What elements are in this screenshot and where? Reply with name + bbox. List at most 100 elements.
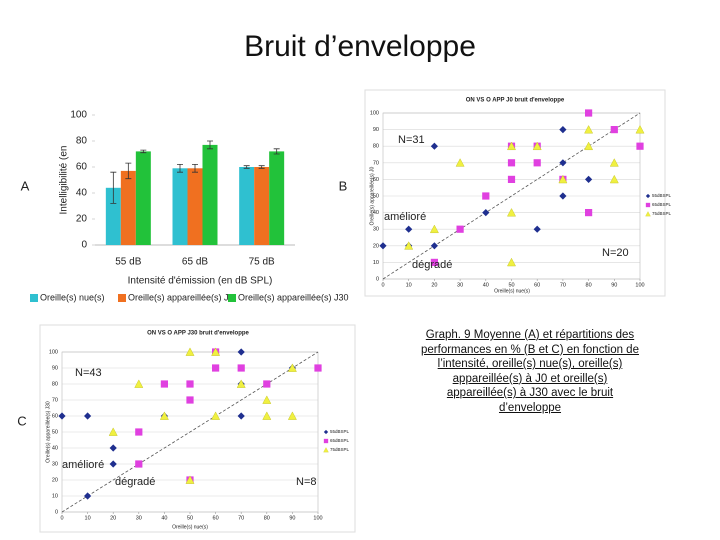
y-tick-label: 20 xyxy=(373,243,379,249)
panel-letter: B xyxy=(339,178,348,193)
error-bar xyxy=(243,165,250,169)
point xyxy=(533,225,541,233)
point xyxy=(211,347,221,356)
point xyxy=(236,379,246,388)
point xyxy=(609,158,619,167)
x-tick-label: 10 xyxy=(85,515,91,521)
y-tick-label: 40 xyxy=(52,445,58,451)
point xyxy=(263,380,271,388)
x-tick-label: 90 xyxy=(289,515,295,521)
point xyxy=(135,460,143,468)
y-tick-label: 80 xyxy=(373,144,379,150)
legend-swatch xyxy=(118,294,126,302)
y-tick-label: 10 xyxy=(373,260,379,266)
point xyxy=(559,159,567,167)
annotation: dégradé xyxy=(412,259,452,271)
y-tick-label: 80 xyxy=(76,136,88,147)
y-tick-label: 100 xyxy=(70,110,87,121)
bar xyxy=(105,187,121,245)
point xyxy=(585,175,593,183)
legend-label: 75dBSPL xyxy=(652,211,672,216)
point xyxy=(185,347,195,356)
annotation: N=31 xyxy=(398,134,425,146)
point xyxy=(533,159,541,167)
x-tick-label: 20 xyxy=(110,515,116,521)
caption: Graph. 9 Moyenne (A) et répartitions des… xyxy=(421,329,639,414)
x-tick-label: 30 xyxy=(136,515,142,521)
point xyxy=(430,258,438,266)
x-axis-label: Intensité d'émission (en dB SPL) xyxy=(128,276,273,287)
x-tick-label: 65 dB xyxy=(182,257,208,268)
x-tick-label: 10 xyxy=(406,282,412,288)
y-tick-label: 60 xyxy=(52,413,58,419)
chart-title: ON VS O APP J30 bruit d'enveloppe xyxy=(147,331,249,337)
y-tick-label: 0 xyxy=(81,240,87,251)
point xyxy=(237,348,245,356)
point xyxy=(507,159,516,167)
legend-marker xyxy=(645,211,651,217)
y-axis-label: Oreille(s) appareillée(s) J30 xyxy=(45,401,51,463)
point xyxy=(558,174,568,184)
legend-label: Oreille(s) appareillée(s) J0 xyxy=(128,292,234,302)
point xyxy=(585,209,593,217)
x-axis-label: Oreille(s) nue(s) xyxy=(494,288,530,294)
error-bar xyxy=(273,148,280,155)
legend-label: 65dBSPL xyxy=(330,438,350,443)
diagonal xyxy=(61,351,319,513)
y-tick-label: 90 xyxy=(373,127,379,133)
annotation: amélioré xyxy=(384,211,426,223)
x-tick-label: 80 xyxy=(264,515,270,521)
x-tick-label: 75 dB xyxy=(249,257,275,268)
x-axis-label: Oreille(s) nue(s) xyxy=(172,524,208,530)
error-bar xyxy=(140,149,147,154)
y-axis-label: Intelligibilité (en xyxy=(59,146,70,215)
point xyxy=(84,492,92,500)
bar xyxy=(269,151,285,245)
point xyxy=(58,412,66,420)
point xyxy=(430,142,438,150)
legend-marker xyxy=(323,438,329,444)
legend-label: Oreille(s) nue(s) xyxy=(40,292,105,302)
y-tick-label: 0 xyxy=(55,509,58,515)
x-tick-label: 40 xyxy=(483,282,489,288)
x-tick-label: 0 xyxy=(60,515,63,521)
y-tick-label: 40 xyxy=(76,188,88,199)
point xyxy=(506,207,517,217)
point xyxy=(482,209,490,217)
point xyxy=(506,257,517,267)
x-tick-label: 40 xyxy=(161,515,167,521)
point xyxy=(482,192,490,200)
point xyxy=(262,411,272,420)
point xyxy=(585,109,593,117)
y-tick-label: 70 xyxy=(52,397,58,403)
annotation: N=20 xyxy=(602,247,629,259)
point xyxy=(135,428,143,436)
error-bar xyxy=(207,140,213,150)
point xyxy=(559,192,567,200)
x-tick-label: 20 xyxy=(431,282,437,288)
point xyxy=(405,225,413,233)
point xyxy=(186,396,194,404)
x-tick-label: 50 xyxy=(187,515,193,521)
point xyxy=(635,124,645,134)
point xyxy=(84,412,92,420)
point xyxy=(287,363,297,372)
annotation: amélioré xyxy=(62,459,104,471)
legend-label: 55dBSPL xyxy=(652,193,672,198)
chart-title: ON VS O APP J0 bruit d'enveloppe xyxy=(466,98,565,104)
bar xyxy=(120,170,136,245)
point xyxy=(237,412,245,420)
legend-marker xyxy=(645,193,651,199)
point xyxy=(609,174,619,184)
point xyxy=(507,175,516,183)
x-tick-label: 50 xyxy=(508,282,514,288)
chart-frame xyxy=(39,324,356,533)
bar xyxy=(172,168,188,245)
point xyxy=(109,460,117,468)
x-tick-label: 30 xyxy=(457,282,463,288)
point xyxy=(314,364,322,372)
point xyxy=(559,126,567,134)
y-axis-label: Oreille(s) appareillée(s) J0 xyxy=(369,166,375,225)
legend-marker xyxy=(323,447,329,453)
